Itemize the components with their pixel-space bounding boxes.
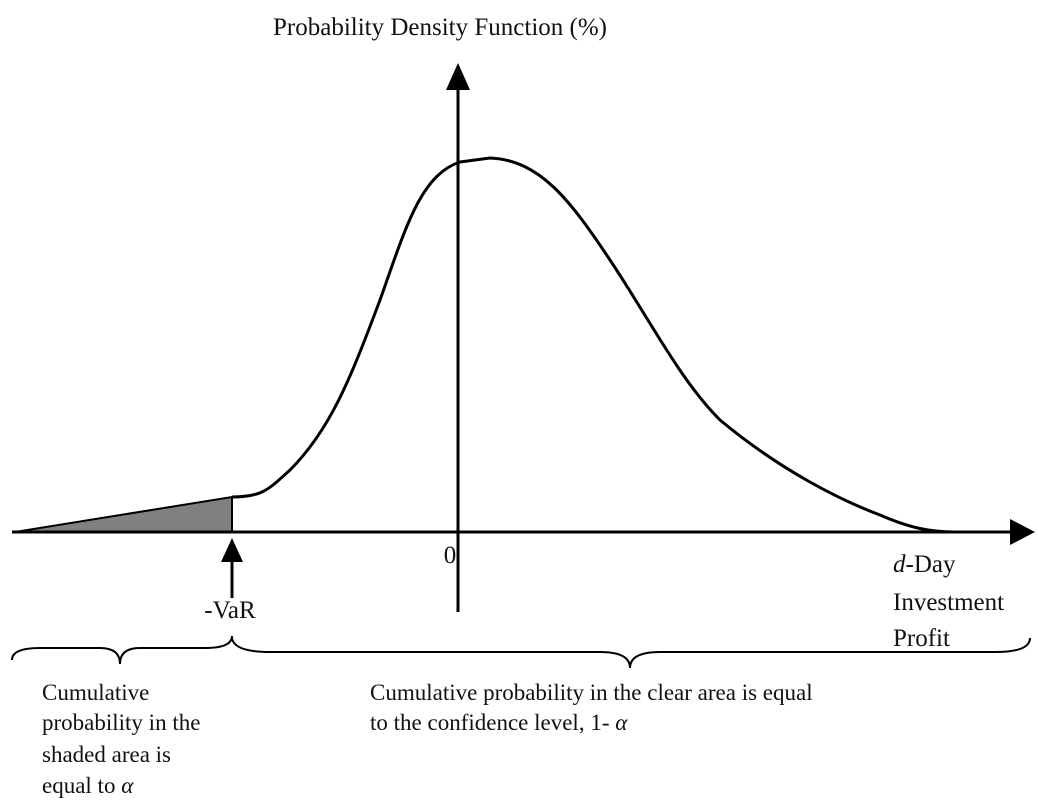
alpha-symbol: α (615, 710, 628, 735)
left-brace (11, 635, 233, 665)
left-caption-line: probability in the (42, 710, 200, 735)
y-axis-arrow (446, 63, 470, 90)
right-caption-text: to the confidence level, 1- (370, 710, 615, 735)
var-arrow-head (221, 538, 243, 562)
left-caption-line: Cumulative (42, 680, 149, 705)
left-caption-line: shaded area is (42, 742, 171, 767)
x-axis-variable: d (893, 551, 906, 578)
right-caption-line: Cumulative probability in the clear area… (370, 680, 813, 705)
left-caption-text: equal to (42, 773, 121, 798)
right-brace (231, 637, 1031, 669)
x-axis-label-line: Profit (893, 625, 950, 652)
origin-label: 0 (444, 542, 457, 569)
var-label: -VaR (204, 597, 256, 624)
right-caption-line: to the confidence level, 1- α (370, 710, 628, 735)
x-axis-arrow (1010, 519, 1035, 545)
left-caption-line: equal to α (42, 773, 134, 798)
shaded-area (14, 495, 233, 533)
x-axis-label-line: -Day (906, 551, 956, 578)
x-axis-label: d-Day (893, 551, 956, 578)
title: Probability Density Function (%) (273, 14, 607, 41)
alpha-symbol: α (121, 773, 134, 798)
density-curve (231, 156, 956, 534)
x-axis-label-line: Investment (893, 589, 1004, 616)
